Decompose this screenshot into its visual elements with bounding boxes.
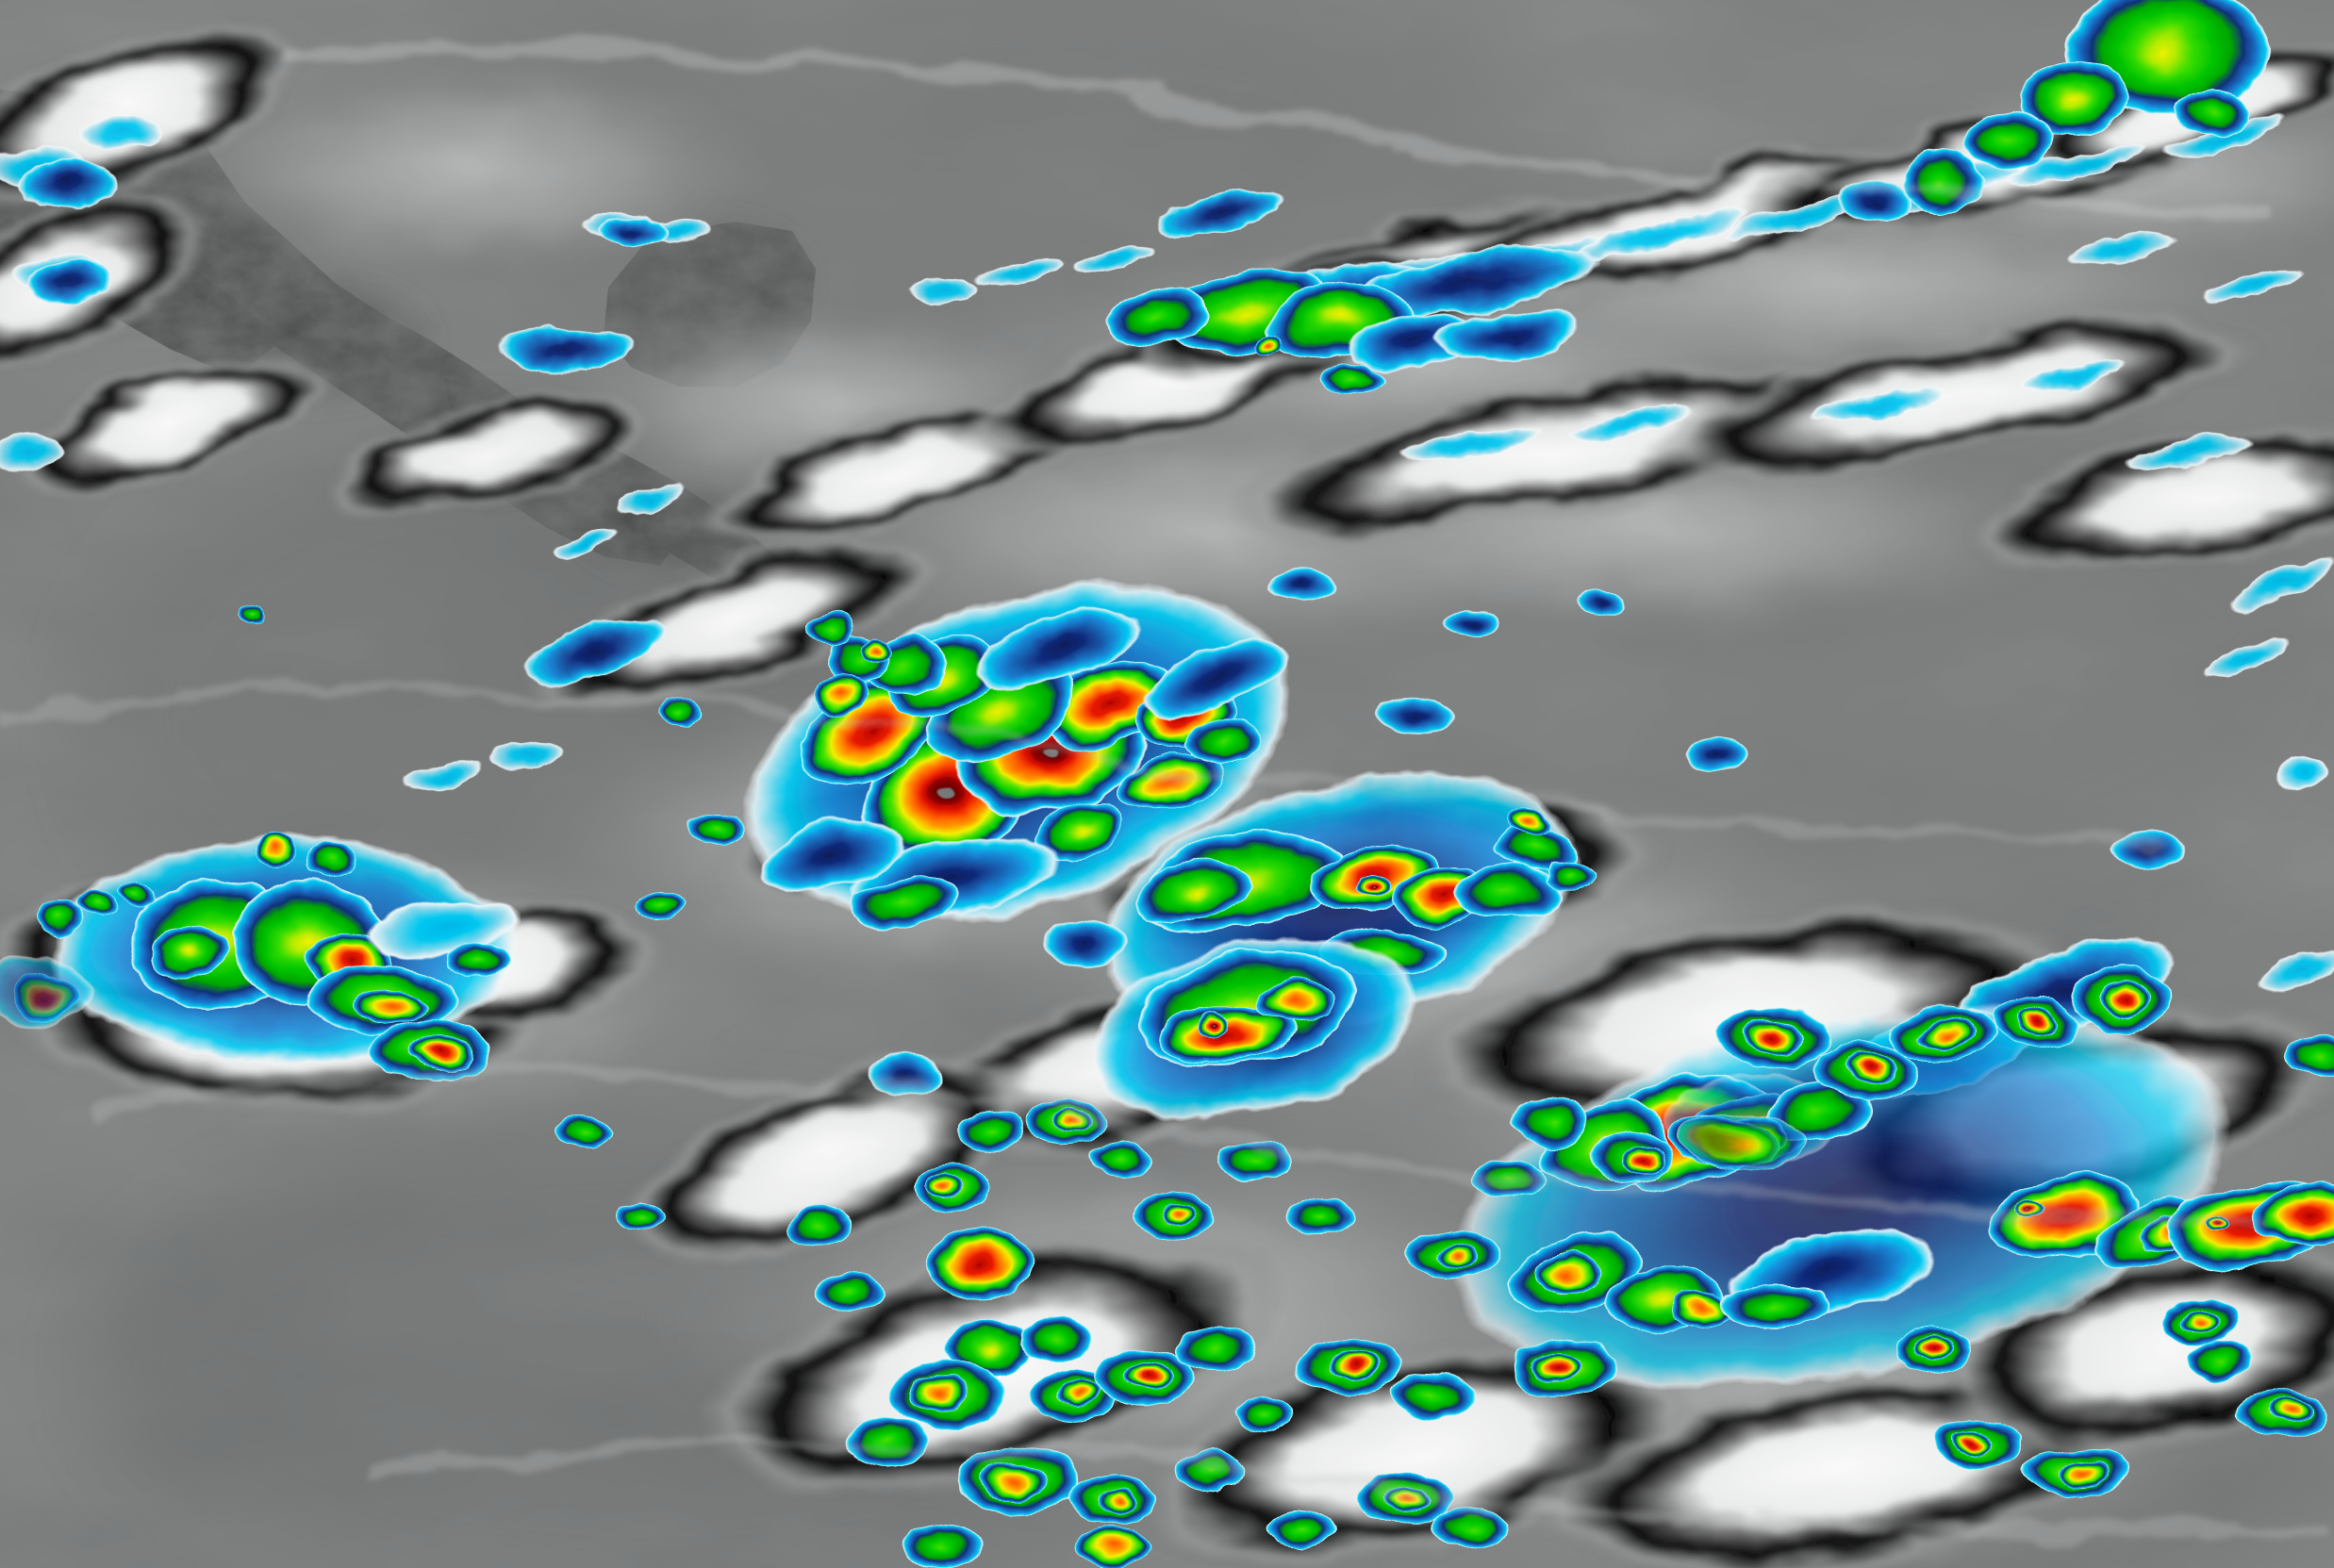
image-grain-overlay: [0, 0, 2334, 1568]
satellite-image-viewer: [0, 0, 2334, 1568]
infrared-satellite-raster: [0, 0, 2334, 1568]
